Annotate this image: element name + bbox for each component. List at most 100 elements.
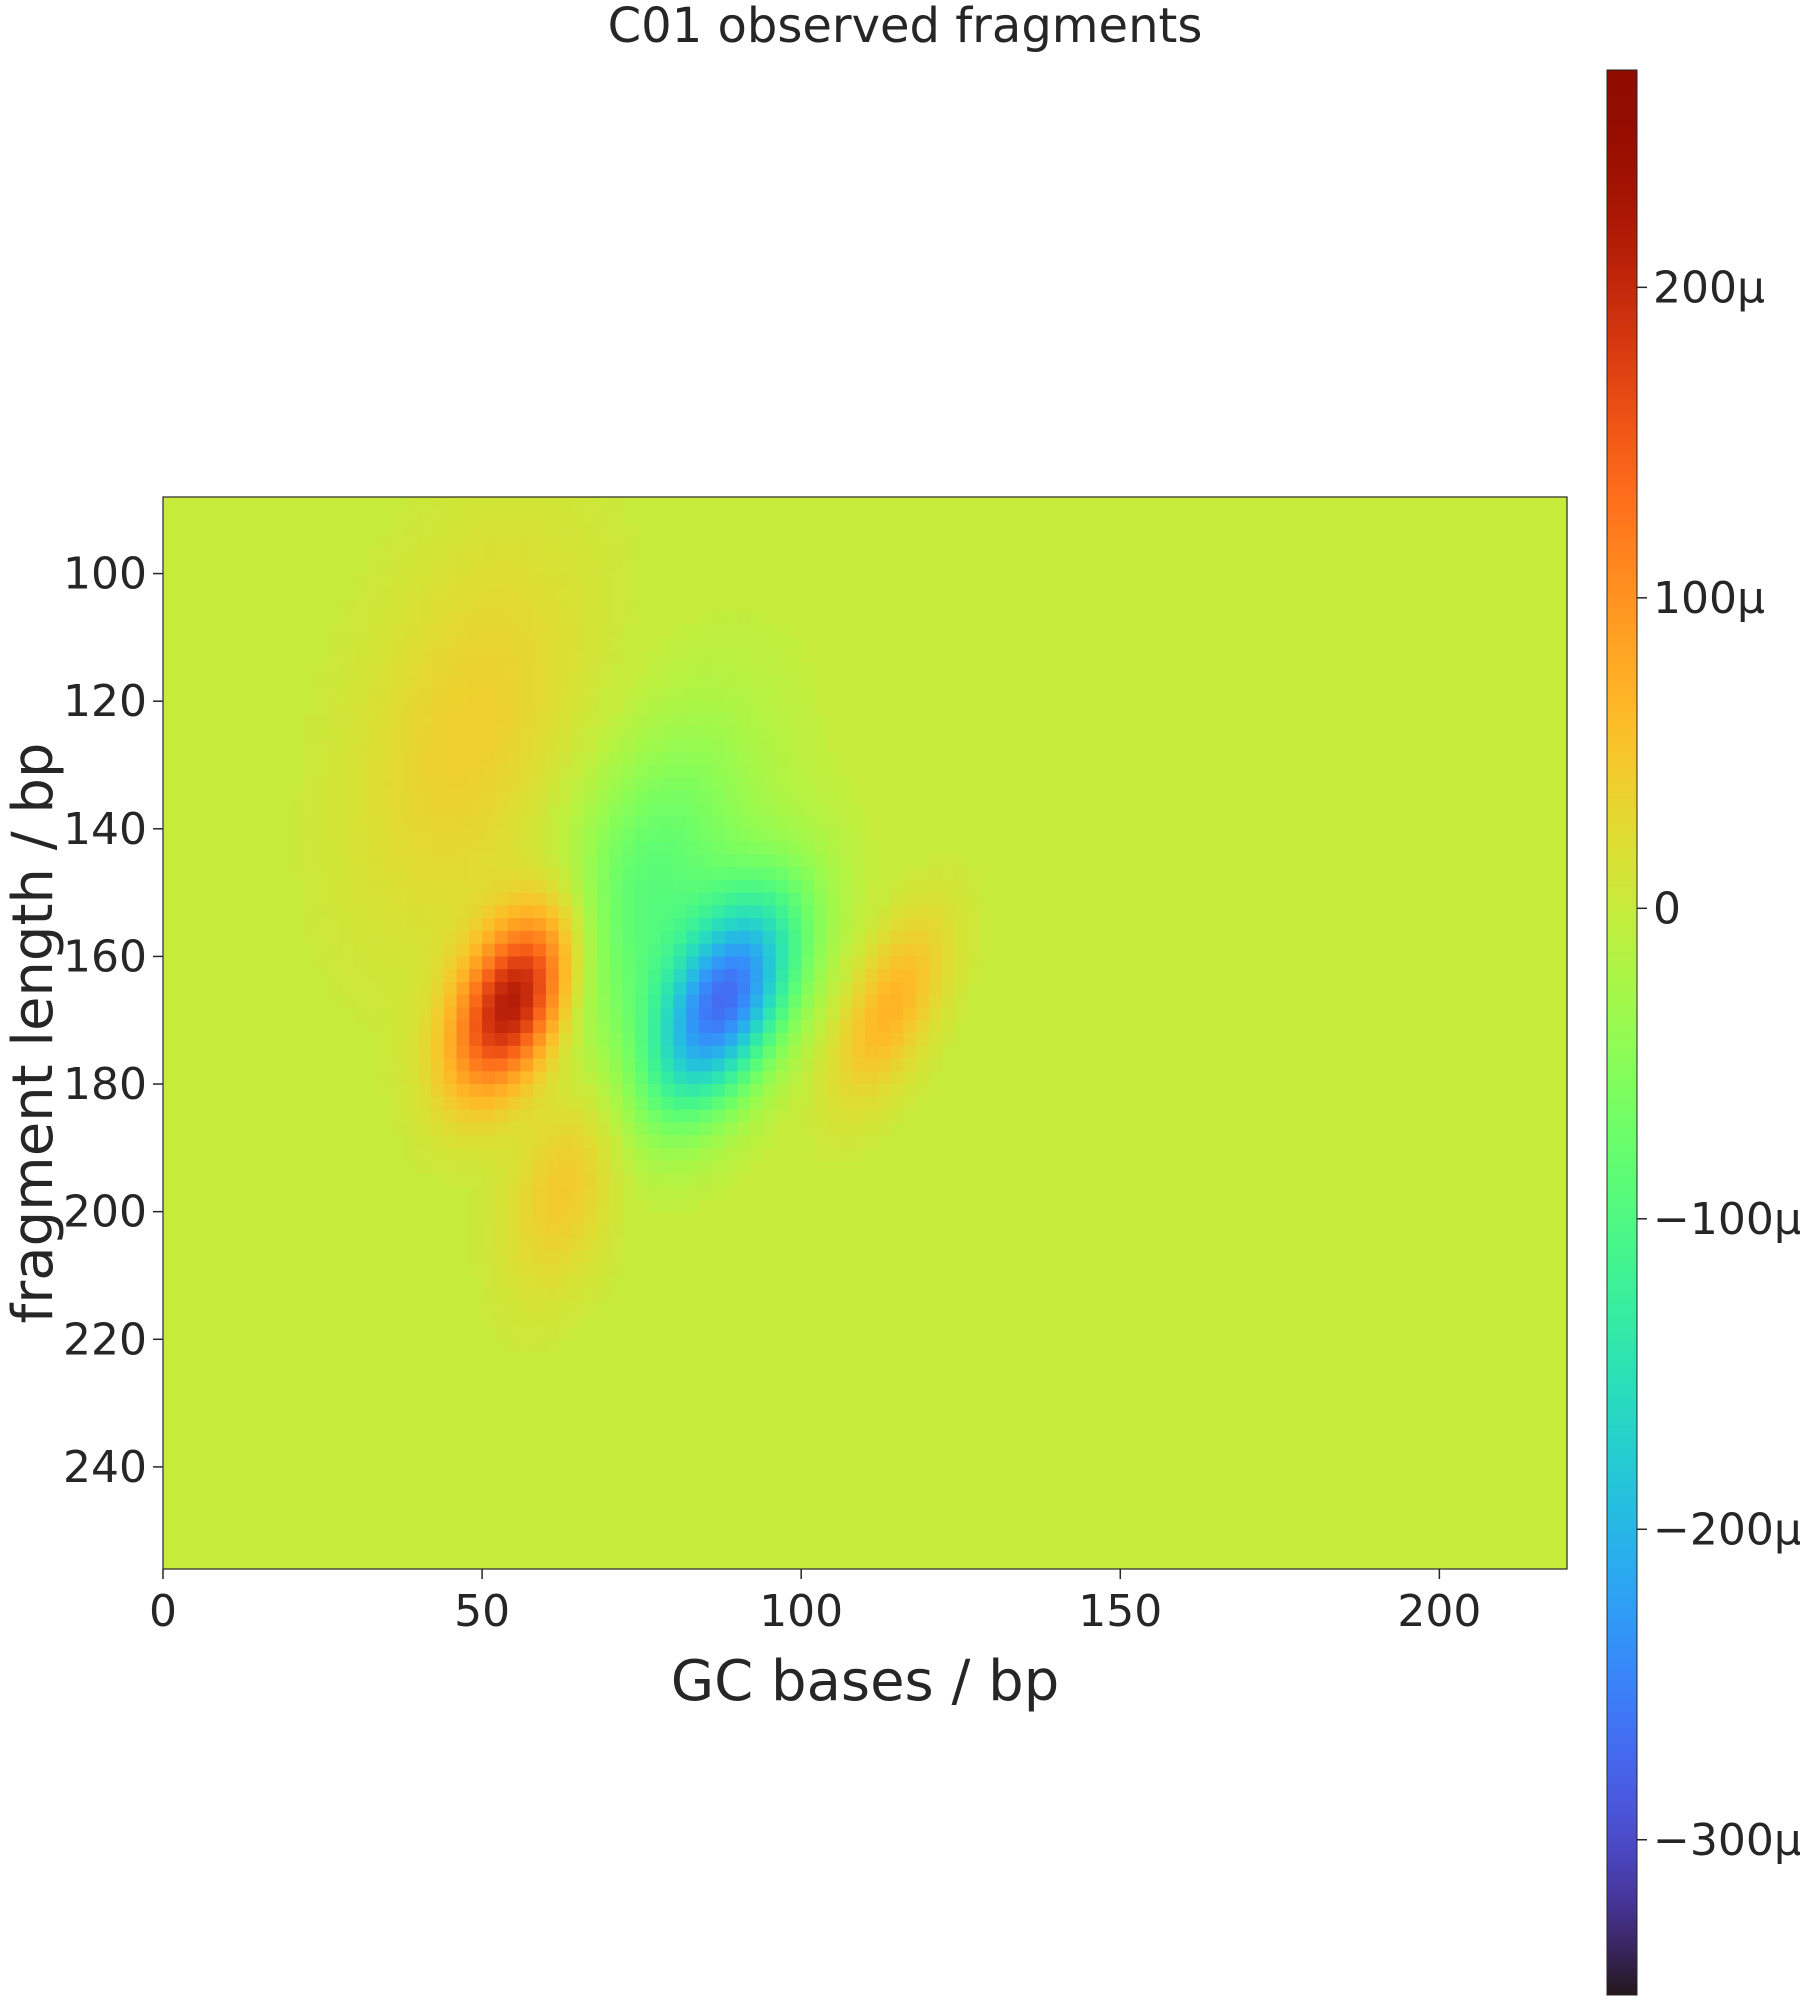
heatmap-cell bbox=[469, 586, 483, 600]
heatmap-cell bbox=[520, 1237, 534, 1251]
heatmap-cell bbox=[558, 918, 573, 932]
heatmap-cell bbox=[686, 1135, 700, 1149]
heatmap-cell bbox=[826, 1109, 841, 1123]
heatmap-cell bbox=[916, 892, 930, 906]
heatmap-cell bbox=[839, 1007, 853, 1021]
heatmap-cell bbox=[826, 854, 841, 868]
heatmap-cell bbox=[545, 943, 560, 958]
heatmap-cell bbox=[316, 803, 330, 817]
heatmap-cell bbox=[443, 586, 458, 600]
heatmap-cell bbox=[545, 1084, 560, 1098]
heatmap-cell bbox=[648, 803, 662, 817]
heatmap-cell bbox=[418, 688, 432, 702]
heatmap-cell bbox=[673, 1122, 687, 1136]
heatmap-cell bbox=[571, 1224, 585, 1238]
heatmap-cell bbox=[545, 726, 560, 741]
heatmap-cell bbox=[482, 892, 496, 906]
heatmap-cell bbox=[762, 879, 777, 894]
heatmap-cell bbox=[533, 1122, 547, 1136]
heatmap-cell bbox=[367, 573, 381, 587]
heatmap-cell bbox=[392, 918, 407, 932]
heatmap-cell bbox=[431, 1020, 445, 1034]
heatmap-cell bbox=[418, 586, 432, 600]
heatmap-cell bbox=[469, 1033, 483, 1047]
heatmap-cell bbox=[737, 637, 751, 651]
heatmap-cell bbox=[341, 943, 356, 958]
heatmap-cell bbox=[328, 701, 343, 715]
heatmap-cell bbox=[622, 1160, 636, 1174]
heatmap-cell bbox=[431, 854, 445, 868]
heatmap-cell bbox=[507, 969, 521, 983]
heatmap-cell bbox=[673, 1186, 687, 1200]
heatmap-cell bbox=[635, 943, 649, 958]
heatmap-cell bbox=[418, 1109, 432, 1123]
heatmap-cell bbox=[916, 982, 930, 996]
heatmap-cell bbox=[890, 1058, 904, 1072]
heatmap-cell bbox=[584, 841, 598, 855]
heatmap-cells bbox=[163, 497, 1567, 1569]
heatmap-cell bbox=[482, 1186, 496, 1200]
heatmap-cell bbox=[494, 956, 509, 970]
heatmap-cell bbox=[673, 624, 687, 638]
heatmap-cell bbox=[839, 930, 853, 945]
heatmap-cell bbox=[916, 1020, 930, 1034]
heatmap-cell bbox=[431, 956, 445, 970]
heatmap-cell bbox=[533, 1186, 547, 1200]
heatmap-cell bbox=[762, 726, 777, 741]
heatmap-cell bbox=[456, 994, 470, 1009]
heatmap-cell bbox=[622, 560, 636, 575]
heatmap-cell bbox=[737, 879, 751, 894]
heatmap-cell bbox=[686, 918, 700, 932]
heatmap-cell bbox=[533, 509, 547, 524]
heatmap-cell bbox=[482, 930, 496, 945]
heatmap-cell bbox=[686, 905, 700, 919]
heatmap-cell bbox=[750, 841, 764, 855]
heatmap-cell bbox=[788, 662, 802, 677]
heatmap-cell bbox=[405, 765, 419, 779]
heatmap-cell bbox=[648, 1147, 662, 1162]
heatmap-cell bbox=[788, 752, 802, 766]
heatmap-cell bbox=[418, 930, 432, 945]
heatmap-cell bbox=[584, 1301, 598, 1315]
heatmap-cell bbox=[392, 1071, 407, 1085]
heatmap-cell bbox=[341, 803, 356, 817]
heatmap-cell bbox=[571, 1096, 585, 1111]
heatmap-cell bbox=[328, 982, 343, 996]
heatmap-cell bbox=[648, 918, 662, 932]
heatmap-cell bbox=[520, 765, 534, 779]
heatmap-cell bbox=[622, 1096, 636, 1111]
y-tick-label: 120 bbox=[63, 676, 147, 727]
heatmap-cell bbox=[545, 854, 560, 868]
heatmap-cell bbox=[533, 1007, 547, 1021]
heatmap-cell bbox=[775, 714, 790, 728]
heatmap-cell bbox=[507, 1147, 521, 1162]
heatmap-cell bbox=[571, 1084, 585, 1098]
heatmap-cell bbox=[482, 675, 496, 690]
heatmap-cell bbox=[494, 994, 509, 1009]
heatmap-cell bbox=[443, 816, 458, 830]
heatmap-cell bbox=[686, 803, 700, 817]
heatmap-cell bbox=[699, 969, 713, 983]
heatmap-cell bbox=[839, 828, 853, 843]
heatmap-cell bbox=[941, 905, 955, 919]
heatmap-cell bbox=[648, 675, 662, 690]
heatmap-cell bbox=[597, 1186, 611, 1200]
heatmap-cell bbox=[418, 714, 432, 728]
heatmap-cell bbox=[520, 599, 534, 613]
heatmap-cell bbox=[545, 1033, 560, 1047]
heatmap-cell bbox=[520, 1109, 534, 1123]
heatmap-cell bbox=[328, 765, 343, 779]
heatmap-cell bbox=[392, 994, 407, 1009]
heatmap-cell bbox=[724, 982, 738, 996]
heatmap-cell bbox=[392, 586, 407, 600]
heatmap-cell bbox=[750, 969, 764, 983]
heatmap-cell bbox=[877, 1020, 892, 1034]
heatmap-cell bbox=[597, 650, 611, 664]
heatmap-cell bbox=[507, 599, 521, 613]
heatmap-cell bbox=[750, 816, 764, 830]
heatmap-cell bbox=[762, 637, 777, 651]
heatmap-cell bbox=[431, 1122, 445, 1136]
heatmap-cell bbox=[341, 828, 356, 843]
heatmap-cell bbox=[648, 1045, 662, 1060]
heatmap-cell bbox=[673, 854, 687, 868]
